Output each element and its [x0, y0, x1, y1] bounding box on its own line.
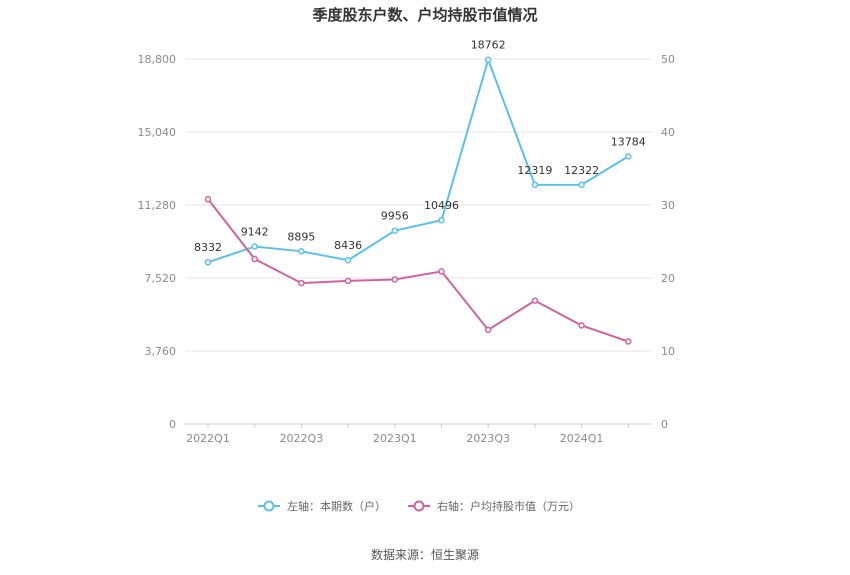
- series-line-2: [207, 198, 629, 343]
- data-label: 18762: [471, 39, 506, 52]
- data-label: 8436: [334, 239, 362, 252]
- left-tick-label: 7,520: [145, 272, 177, 285]
- legend-marker-2[interactable]: [413, 500, 425, 512]
- x-axis: 2022Q1 2022Q3 2023Q1 2023Q3 2024Q1: [186, 424, 629, 445]
- series-2-point[interactable]: [578, 322, 585, 329]
- series-1-point[interactable]: [578, 181, 585, 189]
- left-axis: 0 3,760 7,520 11,280 15,040 18,800: [138, 53, 177, 431]
- chart-title: 季度股东户数、户均持股市值情况: [312, 6, 537, 24]
- x-tick-label: 2022Q3: [280, 432, 324, 445]
- source-note: 数据来源：恒生聚源: [371, 547, 479, 562]
- data-label: 12322: [564, 164, 599, 177]
- data-label: 13784: [611, 135, 646, 148]
- left-tick-label: 11,280: [138, 199, 177, 212]
- series-2-point[interactable]: [531, 297, 539, 304]
- right-tick-label: 40: [661, 126, 675, 139]
- legend-label-2[interactable]: 右轴：户均持股市值（万元）: [437, 499, 580, 513]
- left-tick-label: 3,760: [145, 345, 177, 358]
- series-2-point[interactable]: [204, 195, 212, 203]
- legend-label-1[interactable]: 左轴：本期数（户）: [287, 499, 386, 513]
- data-label: 12319: [517, 164, 552, 177]
- series-1-point[interactable]: [344, 256, 352, 264]
- legend[interactable]: 左轴：本期数（户） 右轴：户均持股市值（万元）: [258, 499, 580, 513]
- right-tick-label: 10: [661, 345, 675, 358]
- x-tick-label: 2022Q1: [186, 432, 230, 445]
- series-1-point[interactable]: [298, 248, 305, 255]
- grid: [185, 58, 652, 425]
- series-2-point[interactable]: [298, 279, 305, 287]
- series-line-1: [207, 56, 629, 264]
- series-2-point[interactable]: [251, 255, 258, 263]
- left-tick-label: 0: [169, 418, 176, 431]
- right-tick-label: 20: [661, 272, 675, 285]
- legend-marker-1[interactable]: [263, 500, 275, 512]
- series-1-point[interactable]: [204, 258, 212, 266]
- right-axis: 0 10 20 30 40 50: [661, 53, 675, 431]
- data-label: 10496: [424, 199, 459, 212]
- series-2-point[interactable]: [438, 268, 445, 275]
- data-label: 9142: [241, 226, 269, 239]
- series-1-point[interactable]: [531, 181, 539, 189]
- right-tick-label: 0: [661, 418, 668, 431]
- series-1-point[interactable]: [438, 216, 445, 224]
- data-label: 8332: [194, 241, 222, 254]
- data-label: 8895: [287, 230, 315, 243]
- x-tick-label: 2023Q1: [373, 432, 417, 445]
- x-tick-label: 2023Q3: [466, 432, 510, 445]
- series-2-point[interactable]: [391, 276, 399, 283]
- series-1-point[interactable]: [391, 227, 399, 234]
- series-1-point[interactable]: [625, 153, 632, 160]
- series-2-point[interactable]: [484, 326, 492, 334]
- left-tick-label: 18,800: [138, 53, 177, 66]
- left-tick-label: 15,040: [138, 126, 177, 139]
- series-1-point[interactable]: [484, 56, 492, 63]
- data-labels: 8332 9142 8895 8436 9956 10496 18762 12319 12322…: [194, 39, 646, 254]
- series-1-point[interactable]: [251, 243, 258, 250]
- x-tick-label: 2024Q1: [560, 432, 604, 445]
- right-tick-label: 30: [661, 199, 675, 212]
- series-2-point[interactable]: [625, 338, 632, 345]
- series-layer: [204, 56, 632, 345]
- data-label: 9956: [381, 210, 409, 223]
- series-2-point[interactable]: [344, 277, 352, 285]
- right-tick-label: 50: [661, 53, 675, 66]
